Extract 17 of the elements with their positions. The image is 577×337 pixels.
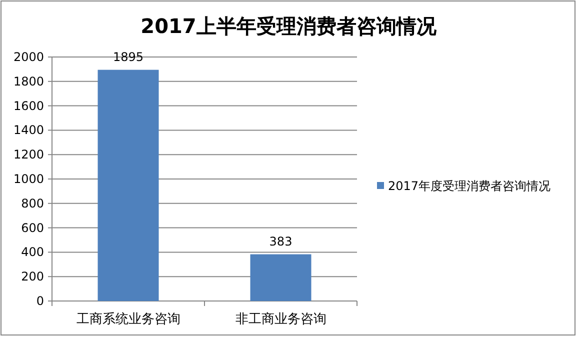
data-label: 383 bbox=[269, 234, 292, 248]
x-tick-label: 工商系统业务咨询 bbox=[76, 312, 180, 327]
y-tick-label: 800 bbox=[21, 196, 44, 210]
data-label: 1895 bbox=[112, 50, 144, 64]
y-tick-label: 1600 bbox=[13, 98, 44, 113]
y-tick-label: 0 bbox=[36, 294, 44, 308]
y-tick-label: 1800 bbox=[13, 74, 44, 88]
legend-label: 2017年度受理消费者咨询情况 bbox=[388, 179, 551, 193]
y-tick-label: 600 bbox=[21, 220, 44, 235]
y-tick-label: 1200 bbox=[13, 148, 44, 162]
y-tick-label: 400 bbox=[21, 245, 44, 260]
y-tick-label: 1000 bbox=[13, 172, 44, 186]
chart-title: 2017上半年受理消费者咨询情况 bbox=[140, 14, 438, 38]
y-tick-label: 2000 bbox=[13, 50, 44, 64]
x-tick-label: 非工商业务咨询 bbox=[235, 312, 326, 327]
y-tick-label: 1400 bbox=[13, 123, 44, 138]
y-tick-label: 200 bbox=[21, 270, 44, 284]
